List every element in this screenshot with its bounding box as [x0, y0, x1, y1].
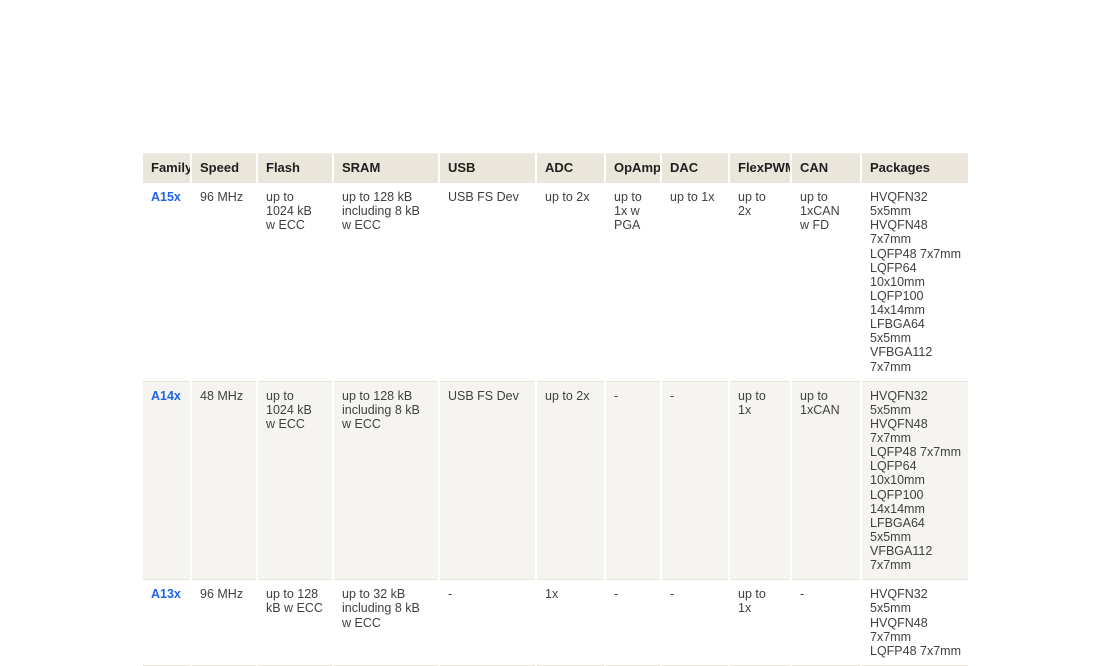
- table-header-row: Family Speed Flash SRAM USB ADC OpAmp DA…: [143, 153, 968, 183]
- cell-adc: up to 2x: [537, 381, 604, 581]
- col-header-flexpwm: FlexPWM: [730, 153, 790, 183]
- cell-dac: -: [662, 381, 728, 581]
- table-row-a14x: A14x 48 MHz up to 1024 kB w ECC up to 12…: [143, 381, 968, 581]
- cell-usb: USB FS Dev: [440, 183, 535, 382]
- cell-adc: up to 2x: [537, 183, 604, 382]
- cell-usb: -: [440, 580, 535, 666]
- cell-opamp: -: [606, 381, 660, 581]
- cell-speed: 48 MHz: [192, 381, 256, 581]
- cell-can: up to 1xCAN: [792, 381, 860, 581]
- cell-packages: HVQFN32 5x5mm HVQFN48 7x7mm LQFP48 7x7mm: [862, 580, 968, 666]
- cell-dac: -: [662, 580, 728, 666]
- cell-flexpwm: up to 2x: [730, 183, 790, 382]
- mcu-family-spec-table: Family Speed Flash SRAM USB ADC OpAmp DA…: [141, 153, 970, 666]
- cell-usb: USB FS Dev: [440, 381, 535, 581]
- family-link-a15x[interactable]: A15x: [151, 190, 181, 204]
- table-row-a13x: A13x 96 MHz up to 128 kB w ECC up to 32 …: [143, 580, 968, 666]
- cell-flash: up to 1024 kB w ECC: [258, 381, 332, 581]
- col-header-speed: Speed: [192, 153, 256, 183]
- cell-packages: HVQFN32 5x5mm HVQFN48 7x7mm LQFP48 7x7mm…: [862, 183, 968, 382]
- col-header-can: CAN: [792, 153, 860, 183]
- col-header-flash: Flash: [258, 153, 332, 183]
- col-header-dac: DAC: [662, 153, 728, 183]
- col-header-adc: ADC: [537, 153, 604, 183]
- cell-speed: 96 MHz: [192, 580, 256, 666]
- cell-family: A14x: [143, 381, 190, 581]
- cell-opamp: up to 1x w PGA: [606, 183, 660, 382]
- cell-speed: 96 MHz: [192, 183, 256, 382]
- table-row-a15x: A15x 96 MHz up to 1024 kB w ECC up to 12…: [143, 183, 968, 382]
- cell-dac: up to 1x: [662, 183, 728, 382]
- cell-packages: HVQFN32 5x5mm HVQFN48 7x7mm LQFP48 7x7mm…: [862, 381, 968, 581]
- page-background: Family Speed Flash SRAM USB ADC OpAmp DA…: [143, 153, 968, 666]
- cell-can: -: [792, 580, 860, 666]
- cell-opamp: -: [606, 580, 660, 666]
- cell-flash: up to 128 kB w ECC: [258, 580, 332, 666]
- col-header-opamp: OpAmp: [606, 153, 660, 183]
- cell-family: A13x: [143, 580, 190, 666]
- cell-flash: up to 1024 kB w ECC: [258, 183, 332, 382]
- family-link-a13x[interactable]: A13x: [151, 587, 181, 602]
- col-header-family: Family: [143, 153, 190, 183]
- cell-adc: 1x: [537, 580, 604, 666]
- cell-flexpwm: up to 1x: [730, 580, 790, 666]
- cell-sram: up to 32 kB including 8 kB w ECC: [334, 580, 438, 666]
- cell-family: A15x: [143, 183, 190, 382]
- col-header-sram: SRAM: [334, 153, 438, 183]
- family-link-a14x[interactable]: A14x: [151, 388, 181, 403]
- col-header-usb: USB: [440, 153, 535, 183]
- cell-sram: up to 128 kB including 8 kB w ECC: [334, 183, 438, 382]
- cell-sram: up to 128 kB including 8 kB w ECC: [334, 381, 438, 581]
- cell-flexpwm: up to 1x: [730, 381, 790, 581]
- col-header-packages: Packages: [862, 153, 968, 183]
- cell-can: up to 1xCAN w FD: [792, 183, 860, 382]
